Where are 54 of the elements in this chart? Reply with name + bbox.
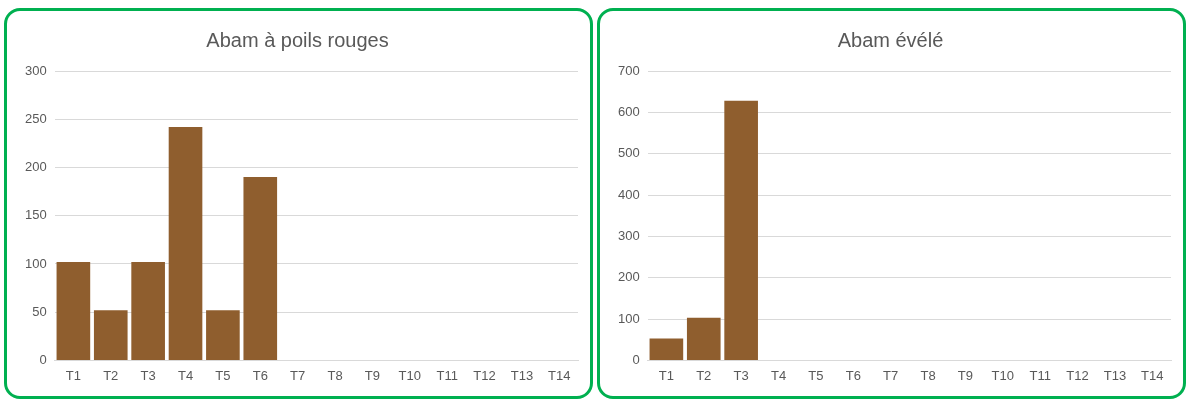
- x-tick-label: T7: [290, 367, 306, 383]
- bar: [93, 310, 128, 360]
- bar: [686, 317, 721, 360]
- x-tick-label: T6: [252, 367, 268, 383]
- y-tick-label: 0: [632, 351, 640, 367]
- y-tick-label: 700: [617, 62, 640, 78]
- y-tick-label: 400: [617, 186, 640, 202]
- x-tick-label: T13: [510, 367, 534, 383]
- y-tick-label: 200: [24, 159, 47, 175]
- bar: [206, 310, 240, 360]
- bar: [168, 126, 203, 360]
- x-tick-label: T9: [364, 367, 380, 383]
- y-tick-label: 250: [24, 110, 47, 126]
- x-tick-label: T3: [733, 367, 749, 383]
- bar: [243, 177, 278, 360]
- x-tick-label: T8: [327, 367, 343, 383]
- x-tick-label: T12: [1066, 367, 1089, 383]
- y-tick-label: 0: [39, 351, 47, 367]
- bar: [649, 338, 684, 360]
- y-tick-label: 100: [24, 255, 47, 271]
- chart-title: Abam à poils rouges: [206, 28, 389, 51]
- x-tick-label: T8: [920, 367, 936, 383]
- x-tick-label: T4: [177, 367, 194, 383]
- x-tick-label: T11: [436, 367, 458, 383]
- x-tick-label: T1: [65, 367, 81, 383]
- y-tick-label: 100: [617, 310, 640, 326]
- y-tick-label: 300: [617, 227, 640, 243]
- y-tick-label: 150: [24, 207, 47, 223]
- x-tick-label: T13: [1103, 367, 1127, 383]
- x-tick-label: T10: [398, 367, 421, 383]
- x-tick-label: T1: [658, 367, 674, 383]
- y-tick-label: 600: [617, 103, 640, 119]
- x-tick-label: T4: [770, 367, 787, 383]
- x-tick-label: T5: [808, 367, 824, 383]
- x-tick-label: T6: [845, 367, 861, 383]
- y-tick-label: 50: [32, 303, 47, 319]
- x-tick-label: T7: [883, 367, 899, 383]
- x-tick-label: T11: [1029, 367, 1051, 383]
- x-tick-label: T2: [696, 367, 712, 383]
- bar: [56, 262, 91, 360]
- x-tick-label: T9: [957, 367, 973, 383]
- chart-title: Abam évélé: [837, 28, 944, 51]
- x-tick-label: T10: [991, 367, 1014, 383]
- y-tick-label: 200: [617, 269, 640, 285]
- y-tick-label: 300: [24, 62, 47, 78]
- x-tick-label: T2: [103, 367, 119, 383]
- x-tick-label: T3: [140, 367, 156, 383]
- x-tick-label: T14: [1141, 367, 1164, 383]
- x-tick-label: T5: [215, 367, 231, 383]
- bar: [131, 262, 165, 360]
- x-tick-label: T12: [473, 367, 496, 383]
- x-tick-label: T14: [548, 367, 571, 383]
- bar: [724, 100, 758, 360]
- y-tick-label: 500: [617, 145, 640, 161]
